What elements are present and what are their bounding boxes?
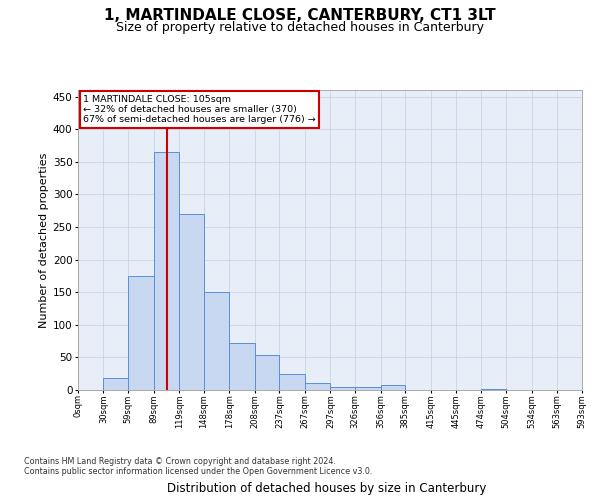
- Text: Contains HM Land Registry data © Crown copyright and database right 2024.: Contains HM Land Registry data © Crown c…: [24, 458, 336, 466]
- Bar: [305, 384, 331, 390]
- Bar: [128, 276, 154, 390]
- Bar: [380, 386, 405, 390]
- Bar: [103, 378, 128, 390]
- Bar: [255, 356, 280, 390]
- Text: Contains public sector information licensed under the Open Government Licence v3: Contains public sector information licen…: [24, 468, 373, 476]
- Bar: [179, 214, 204, 390]
- Bar: [229, 343, 255, 390]
- Text: Size of property relative to detached houses in Canterbury: Size of property relative to detached ho…: [116, 21, 484, 34]
- Bar: [280, 374, 305, 390]
- Text: 1, MARTINDALE CLOSE, CANTERBURY, CT1 3LT: 1, MARTINDALE CLOSE, CANTERBURY, CT1 3LT: [104, 8, 496, 22]
- Bar: [355, 386, 380, 390]
- Bar: [204, 292, 229, 390]
- Text: 1 MARTINDALE CLOSE: 105sqm
← 32% of detached houses are smaller (370)
67% of sem: 1 MARTINDALE CLOSE: 105sqm ← 32% of deta…: [83, 94, 316, 124]
- Y-axis label: Number of detached properties: Number of detached properties: [38, 152, 49, 328]
- Text: Distribution of detached houses by size in Canterbury: Distribution of detached houses by size …: [167, 482, 487, 495]
- Bar: [331, 386, 355, 390]
- Bar: [154, 152, 179, 390]
